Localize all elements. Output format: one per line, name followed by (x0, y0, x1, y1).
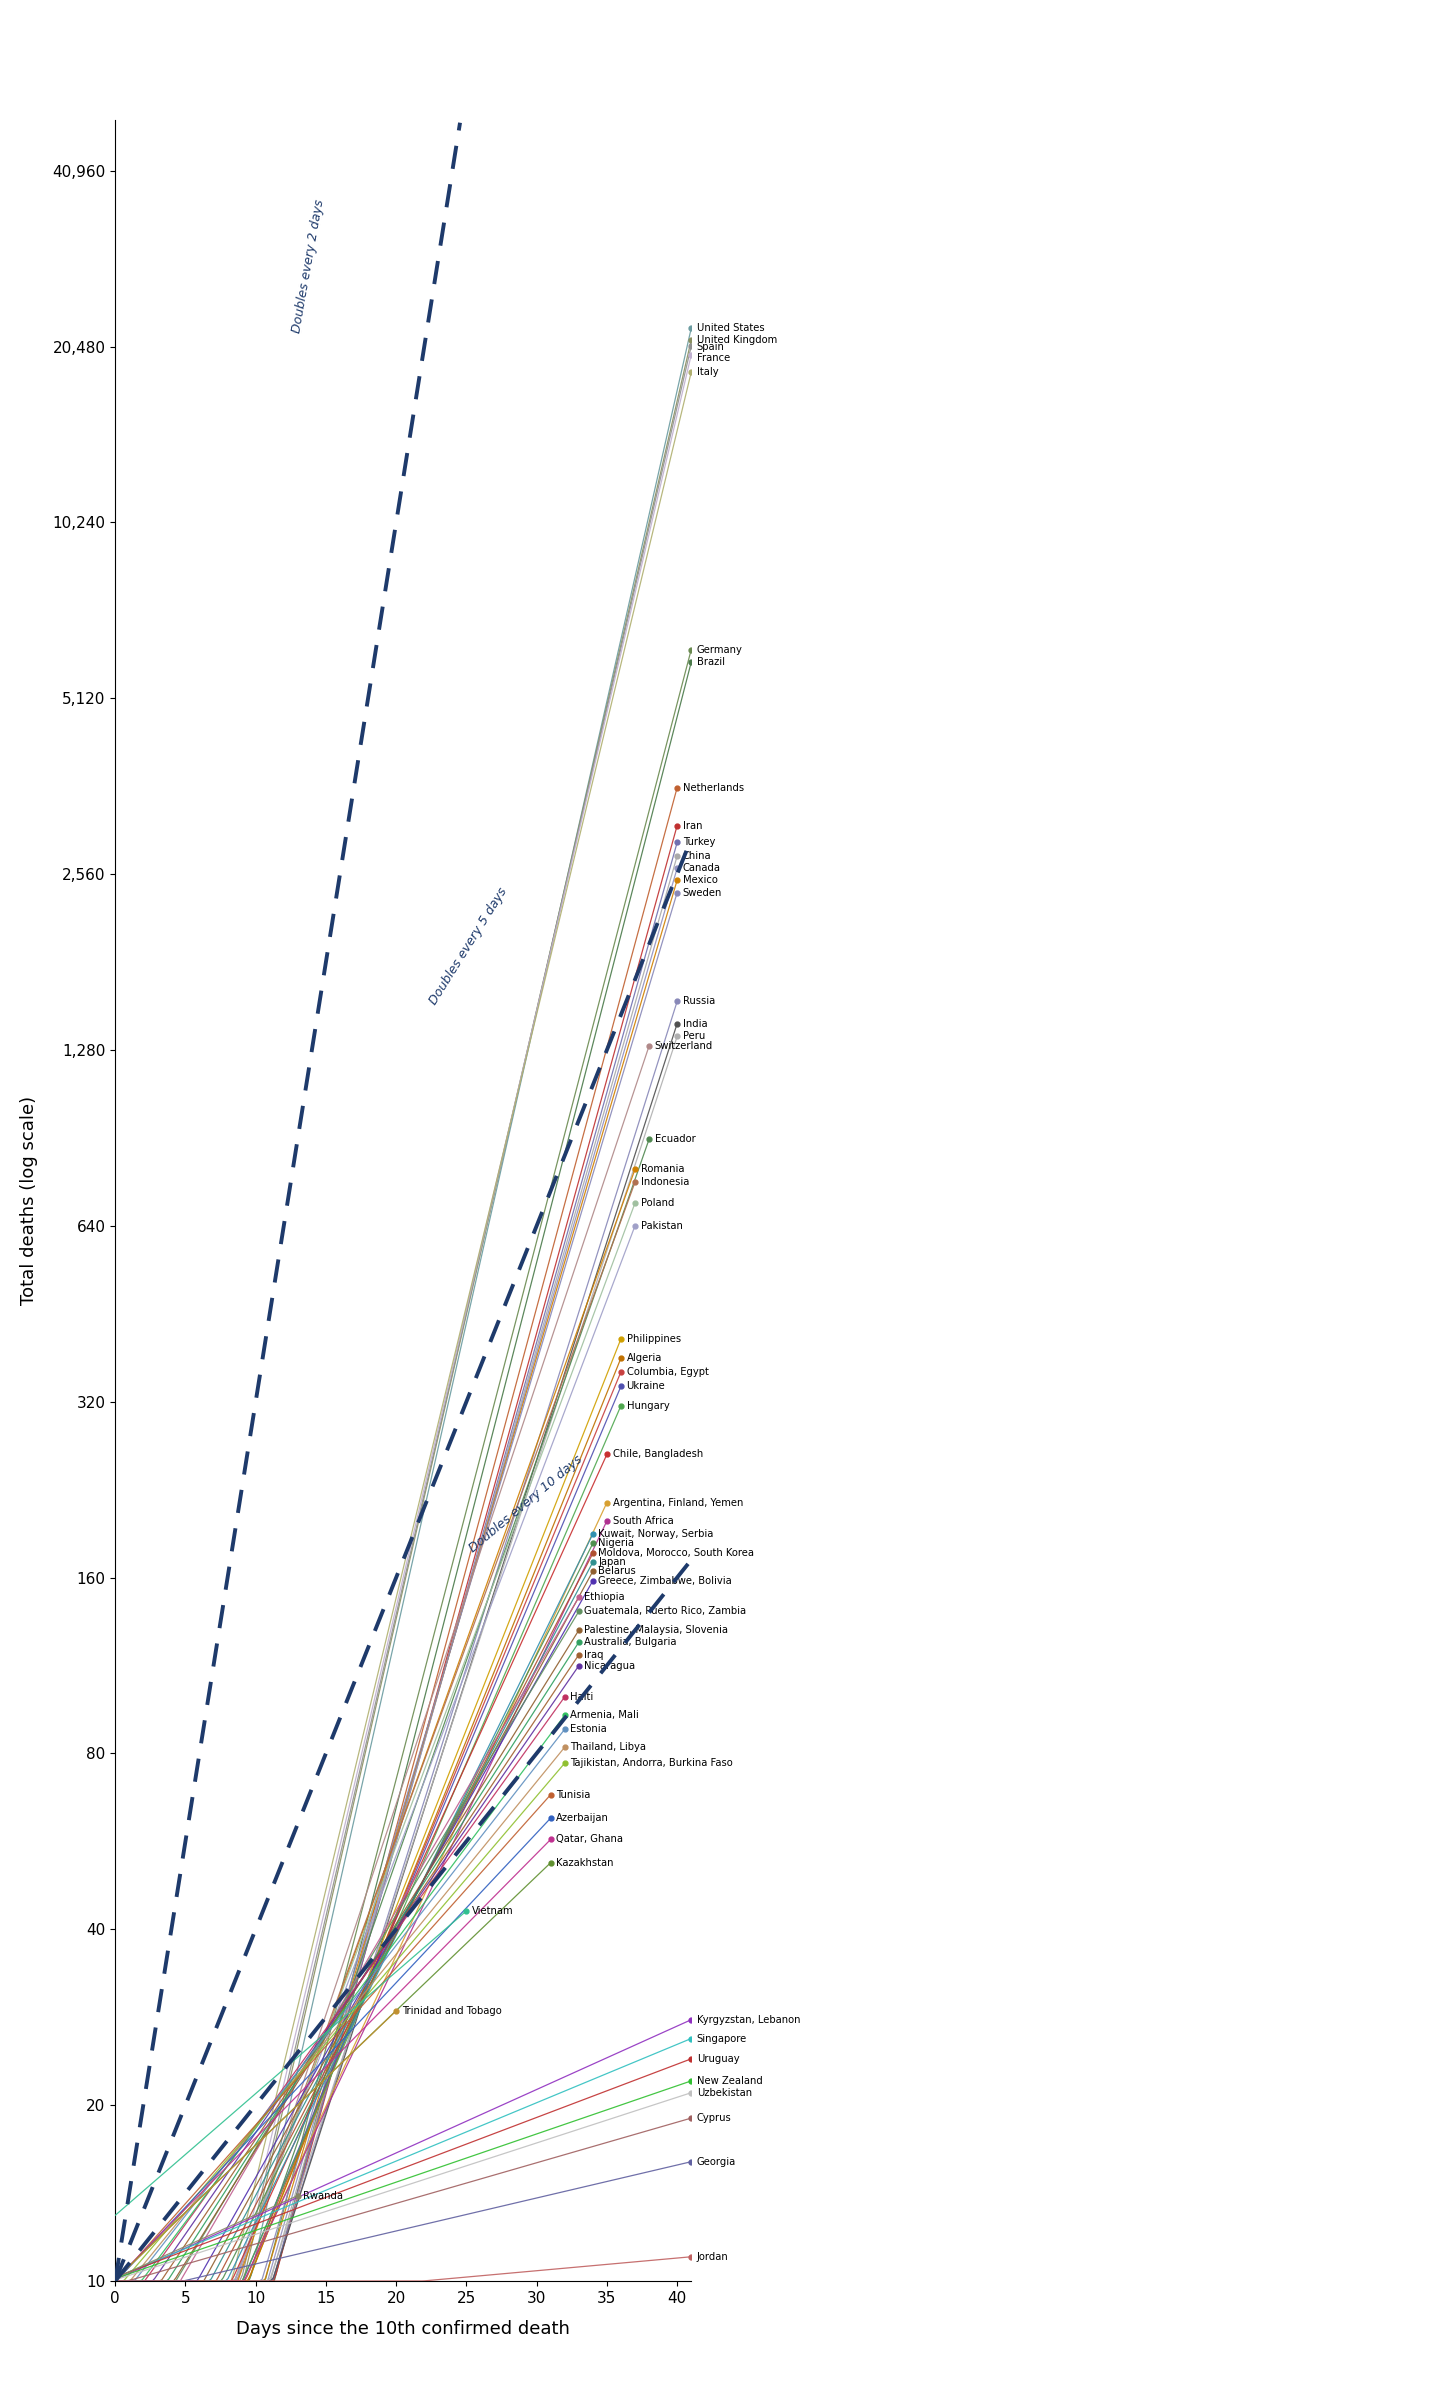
Text: Romania: Romania (641, 1164, 684, 1174)
Text: Thailand, Libya: Thailand, Libya (570, 1743, 647, 1753)
Text: Canada: Canada (683, 864, 721, 874)
Text: Kazakhstan: Kazakhstan (556, 1858, 613, 1868)
Text: Iraq: Iraq (585, 1649, 603, 1659)
Text: Poland: Poland (641, 1198, 674, 1208)
Text: Qatar, Ghana: Qatar, Ghana (556, 1834, 624, 1844)
Text: Chile, Bangladesh: Chile, Bangladesh (612, 1450, 703, 1460)
Text: Philippines: Philippines (626, 1335, 681, 1345)
Text: Kyrgyzstan, Lebanon: Kyrgyzstan, Lebanon (697, 2014, 801, 2024)
Text: France: France (697, 353, 730, 363)
Text: Ukraine: Ukraine (626, 1381, 665, 1390)
Text: Nigeria: Nigeria (599, 1539, 635, 1549)
Text: Trinidad and Tobago: Trinidad and Tobago (402, 2005, 501, 2017)
Text: Hungary: Hungary (626, 1400, 670, 1412)
Text: Indonesia: Indonesia (641, 1176, 688, 1186)
Text: Doubles every 2 days: Doubles every 2 days (289, 199, 327, 334)
Text: Palestine, Malaysia, Slovenia: Palestine, Malaysia, Slovenia (585, 1625, 729, 1635)
Text: Azerbaijan: Azerbaijan (556, 1813, 609, 1822)
Text: Tunisia: Tunisia (556, 1789, 590, 1801)
Text: Jordan: Jordan (697, 2252, 729, 2262)
Text: Haiti: Haiti (570, 1693, 593, 1702)
Text: Singapore: Singapore (697, 2034, 747, 2043)
Text: Turkey: Turkey (683, 838, 716, 848)
Text: Belarus: Belarus (599, 1565, 636, 1575)
Text: Estonia: Estonia (570, 1724, 608, 1734)
Y-axis label: Total deaths (log scale): Total deaths (log scale) (20, 1095, 39, 1306)
Text: Brazil: Brazil (697, 658, 724, 667)
Text: Cyprus: Cyprus (697, 2113, 732, 2122)
Text: Algeria: Algeria (626, 1354, 662, 1364)
Text: Peru: Peru (683, 1032, 706, 1042)
Text: Japan: Japan (599, 1558, 626, 1568)
Text: Uruguay: Uruguay (697, 2053, 740, 2065)
Text: Moldova, Morocco, South Korea: Moldova, Morocco, South Korea (599, 1549, 755, 1558)
Text: Germany: Germany (697, 643, 743, 655)
Text: Doubles every 5 days: Doubles every 5 days (426, 886, 510, 1006)
Text: Ethiopia: Ethiopia (585, 1592, 625, 1601)
Text: Russia: Russia (683, 996, 716, 1006)
Text: Sweden: Sweden (683, 888, 721, 898)
Text: Greece, Zimbabwe, Bolivia: Greece, Zimbabwe, Bolivia (599, 1575, 732, 1585)
Text: Italy: Italy (697, 367, 719, 377)
X-axis label: Days since the 10th confirmed death: Days since the 10th confirmed death (236, 2319, 570, 2339)
Text: Argentina, Finland, Yemen: Argentina, Finland, Yemen (612, 1498, 743, 1508)
Text: Ecuador: Ecuador (655, 1133, 696, 1145)
Text: Nicaragua: Nicaragua (585, 1661, 635, 1671)
Text: Pakistan: Pakistan (641, 1220, 683, 1232)
Text: Kuwait, Norway, Serbia: Kuwait, Norway, Serbia (599, 1529, 714, 1539)
Text: Armenia, Mali: Armenia, Mali (570, 1710, 639, 1719)
Text: Switzerland: Switzerland (655, 1042, 713, 1052)
Text: South Africa: South Africa (612, 1515, 674, 1527)
Text: Tajikistan, Andorra, Burkina Faso: Tajikistan, Andorra, Burkina Faso (570, 1758, 733, 1767)
Text: United Kingdom: United Kingdom (697, 336, 778, 346)
Text: China: China (683, 850, 711, 862)
Text: Netherlands: Netherlands (683, 783, 744, 792)
Text: Vietnam: Vietnam (472, 1906, 514, 1916)
Text: Guatemala, Puerto Rico, Zambia: Guatemala, Puerto Rico, Zambia (585, 1606, 746, 1616)
Text: Spain: Spain (697, 343, 724, 353)
Text: Georgia: Georgia (697, 2156, 736, 2166)
Text: Uzbekistan: Uzbekistan (697, 2089, 752, 2098)
Text: Columbia, Egypt: Columbia, Egypt (626, 1366, 708, 1376)
Text: Rwanda: Rwanda (304, 2190, 344, 2202)
Text: New Zealand: New Zealand (697, 2077, 763, 2086)
Text: India: India (683, 1018, 707, 1028)
Text: United States: United States (697, 324, 765, 334)
Text: Australia, Bulgaria: Australia, Bulgaria (585, 1637, 677, 1647)
Text: Mexico: Mexico (683, 874, 717, 886)
Text: Doubles every 10 days: Doubles every 10 days (467, 1453, 585, 1553)
Text: Iran: Iran (683, 821, 703, 831)
